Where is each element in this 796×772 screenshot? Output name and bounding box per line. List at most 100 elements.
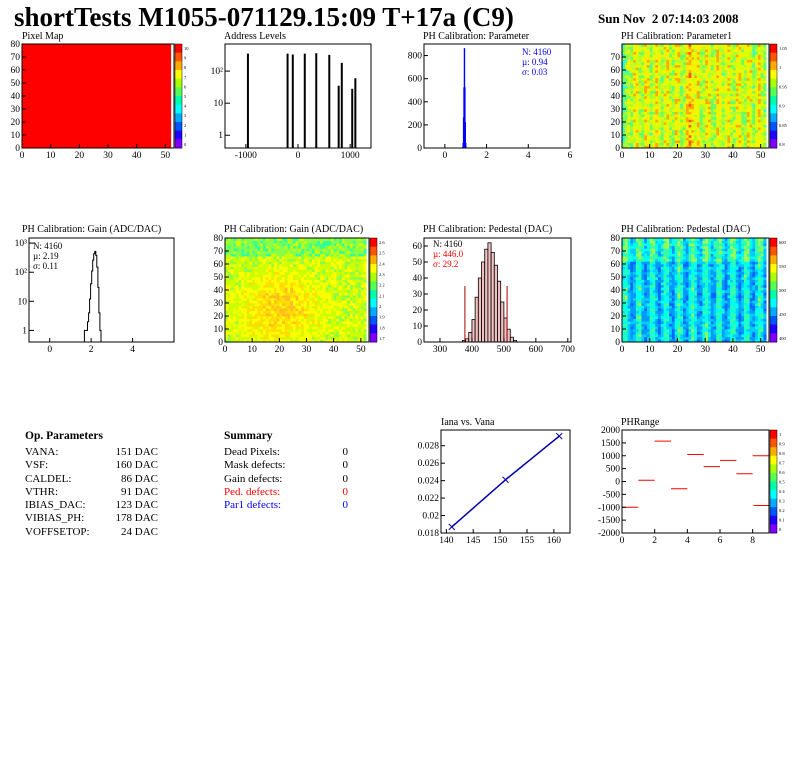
heatmap-cell <box>644 64 648 68</box>
heatmap-cell <box>295 282 299 286</box>
heatmap-cell <box>724 114 728 118</box>
heatmap-cell <box>352 261 356 265</box>
heatmap-cell <box>652 88 656 92</box>
heatmap-cell <box>330 336 334 340</box>
heatmap-cell <box>249 274 253 278</box>
heatmap-cell <box>624 67 628 71</box>
heatmap-cell <box>276 269 280 273</box>
heatmap-cell <box>347 261 351 265</box>
heatmap-cell <box>735 88 739 92</box>
heatmap-cell <box>341 279 345 283</box>
heatmap-cell <box>641 72 645 76</box>
heatmap-cell <box>230 245 234 249</box>
heatmap-cell <box>699 54 703 58</box>
heatmap-cell <box>652 64 656 68</box>
heatmap-cell <box>328 331 332 335</box>
heatmap-cell <box>749 132 753 136</box>
heatmap-cell <box>744 124 748 128</box>
heatmap-cell <box>227 269 231 273</box>
heatmap-cell <box>732 80 737 84</box>
heatmap-cell <box>630 106 634 110</box>
heatmap-cell <box>333 251 337 254</box>
heatmap-cell <box>254 248 258 252</box>
heatmap-cell <box>691 77 695 81</box>
heatmap-cell <box>663 54 667 58</box>
heatmap-cell <box>713 137 717 141</box>
heatmap-cell <box>741 103 745 107</box>
heatmap-cell <box>649 72 653 76</box>
heatmap-cell <box>241 245 245 249</box>
heatmap-cell <box>622 101 626 105</box>
heatmap-cell <box>339 266 343 270</box>
heatmap-cell <box>641 339 645 343</box>
y-tick-label: 60 <box>413 242 423 252</box>
heatmap-cell <box>707 98 712 102</box>
heatmap-cell <box>638 266 642 270</box>
heatmap-cell <box>663 44 667 47</box>
heatmap-cell <box>225 279 229 283</box>
heatmap-cell <box>330 240 334 244</box>
heatmap-cell <box>685 103 689 107</box>
heatmap-cell <box>341 326 345 330</box>
heatmap-cell <box>652 269 656 273</box>
heatmap-cell <box>303 264 307 267</box>
heatmap-cell <box>344 326 348 330</box>
heatmap-cell <box>349 318 353 322</box>
heatmap-cell <box>249 331 253 335</box>
heatmap-cell <box>284 300 288 304</box>
heatmap-cell <box>663 72 667 76</box>
heatmap-cell <box>763 72 767 76</box>
heatmap-cell <box>713 109 717 112</box>
heatmap-cell <box>298 284 302 288</box>
heatmap-cell <box>738 70 742 73</box>
y-tick-label: 50 <box>214 273 224 283</box>
heatmap-cell <box>646 245 651 249</box>
heatmap-cell <box>624 323 628 327</box>
y-tick-label: 10³ <box>15 239 28 249</box>
heatmap-cell <box>652 46 656 50</box>
y-tick-label: 60 <box>11 66 21 76</box>
heatmap-cell <box>627 72 631 76</box>
heatmap-cell <box>622 145 626 149</box>
heatmap-cell <box>641 54 645 58</box>
heatmap-cell <box>680 85 684 89</box>
heatmap-cell <box>339 313 343 317</box>
heatmap-cell <box>710 64 714 68</box>
heatmap-cell <box>244 300 248 304</box>
heatmap-cell <box>649 318 653 322</box>
heatmap-cell <box>685 116 689 120</box>
heatmap-cell <box>624 70 628 73</box>
heatmap-cell <box>738 145 742 149</box>
heatmap-cell <box>738 46 742 50</box>
heatmap-cell <box>249 318 253 322</box>
heatmap-cell <box>273 287 277 291</box>
heatmap-cell <box>713 114 717 118</box>
heatmap-cell <box>696 132 700 136</box>
y-tick-label: 70 <box>214 247 224 257</box>
heatmap-cell <box>322 326 326 330</box>
heatmap-cell <box>622 64 626 68</box>
heatmap-cell <box>685 46 689 50</box>
heatmap-cell <box>265 274 269 278</box>
heatmap-cell <box>238 316 242 319</box>
heatmap-cell <box>658 303 662 306</box>
heatmap-cell <box>744 67 748 71</box>
heatmap-cell <box>744 72 748 76</box>
heatmap-cell <box>225 240 229 244</box>
heatmap-cell <box>276 339 280 343</box>
heatmap-cell <box>658 313 662 317</box>
heatmap-cell <box>347 305 351 309</box>
heatmap-cell <box>265 339 269 343</box>
heatmap-cell <box>287 282 291 286</box>
heatmap-cell <box>671 122 675 125</box>
heatmap-cell <box>746 124 750 128</box>
heatmap-cell <box>649 305 653 309</box>
heatmap-cell <box>707 101 712 105</box>
heatmap-cell <box>622 266 626 270</box>
heatmap-cell <box>633 116 637 120</box>
heatmap-cell <box>630 266 634 270</box>
heatmap-cell <box>644 85 648 89</box>
heatmap-cell <box>320 271 324 275</box>
y-tick-label: 60 <box>214 260 224 270</box>
heatmap-cell <box>763 98 767 102</box>
